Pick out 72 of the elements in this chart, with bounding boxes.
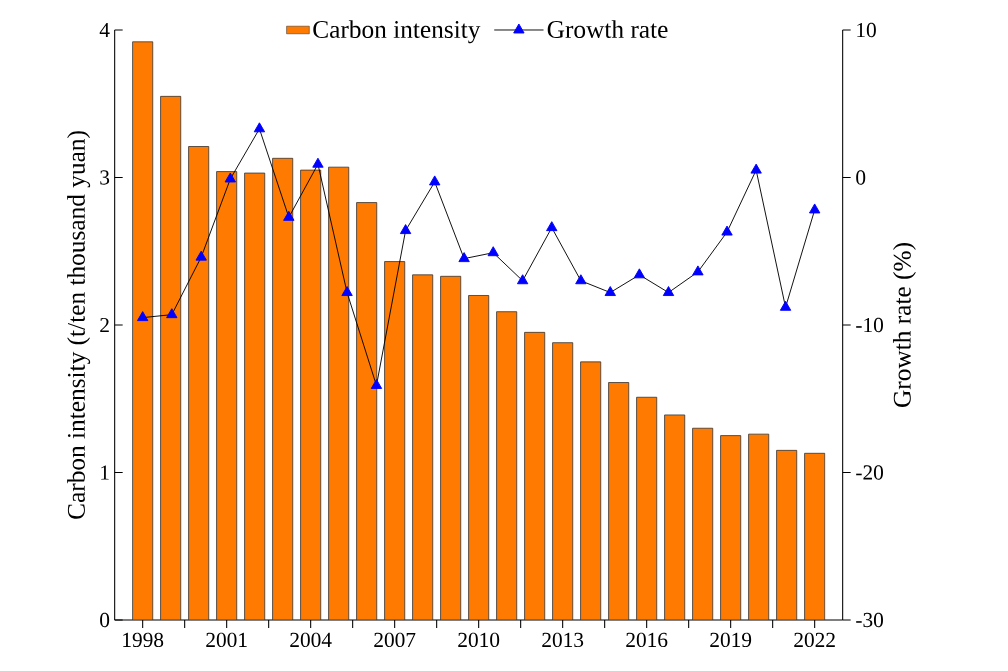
y-tick-label: 0 [100, 612, 110, 628]
bar [804, 453, 826, 621]
y-tick-label: 1 [101, 465, 109, 480]
bar [776, 450, 798, 621]
x-tick-label: 2007 [374, 632, 416, 648]
bar [244, 172, 266, 621]
y2-tick-label: 10 [857, 22, 876, 38]
bar [356, 202, 378, 621]
bar [636, 397, 658, 621]
point [429, 175, 441, 186]
bar [496, 311, 518, 621]
point [399, 224, 412, 235]
point [283, 211, 295, 221]
x-tick-label: 2013 [542, 632, 584, 648]
point [604, 286, 616, 297]
point [575, 274, 587, 285]
y-tick-label: 2 [100, 318, 109, 333]
point [341, 286, 353, 297]
bar [468, 295, 490, 621]
bar [272, 158, 294, 621]
x-tick-label: 2004 [290, 632, 332, 648]
y2-tick-label: -10 [856, 317, 883, 333]
y2-tick-label: -20 [856, 465, 883, 480]
bar [300, 169, 322, 621]
bar [440, 276, 462, 621]
point [166, 308, 178, 319]
y2-tick-label: -30 [856, 612, 883, 628]
bar [748, 433, 770, 621]
point [809, 203, 821, 214]
y2-tick-label: 0 [856, 170, 866, 185]
bar [412, 274, 434, 621]
point [370, 379, 383, 390]
point [692, 265, 704, 276]
point [458, 252, 470, 263]
bar [132, 41, 154, 621]
bar [188, 146, 210, 621]
x-tick-label: 2010 [458, 632, 500, 648]
bar [160, 96, 182, 621]
legend-label: Growth rate [547, 20, 668, 39]
bar [608, 382, 630, 621]
point [224, 172, 236, 183]
legend-label: Carbon intensity [313, 20, 481, 44]
point [137, 311, 149, 322]
x-tick-label: 2019 [710, 632, 752, 648]
x-tick-label: 2001 [206, 632, 247, 648]
y2-axis-title: Growth rate (%) [892, 243, 916, 408]
bar [720, 435, 742, 621]
point [750, 163, 762, 174]
bar [664, 414, 686, 621]
point [253, 122, 266, 133]
bar [328, 166, 350, 621]
y-axis-title: Carbon intensity (t/ten thousand yuan) [67, 131, 91, 520]
x-tick-label: 1998 [123, 632, 164, 648]
point [721, 225, 733, 236]
bar [216, 171, 238, 621]
point [487, 246, 499, 257]
y-tick-label: 4 [99, 23, 110, 38]
point [516, 274, 529, 285]
point [662, 286, 675, 297]
point [546, 221, 558, 232]
y-tick-label: 3 [100, 170, 110, 185]
point [312, 157, 324, 168]
point [195, 250, 207, 261]
point [633, 268, 646, 279]
x-tick-label: 2016 [626, 632, 668, 648]
x-tick-label: 2022 [794, 632, 835, 648]
bar [692, 428, 714, 621]
bar [524, 332, 546, 621]
bar [384, 261, 406, 621]
point [779, 300, 792, 311]
bar [552, 342, 574, 621]
bar [580, 361, 602, 621]
